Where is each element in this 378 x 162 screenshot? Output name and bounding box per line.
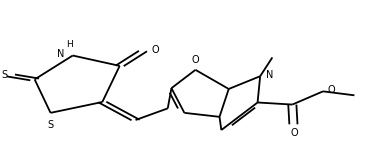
Text: S: S <box>2 70 8 80</box>
Text: H: H <box>66 40 73 49</box>
Text: N: N <box>57 49 64 59</box>
Text: S: S <box>48 120 54 130</box>
Text: O: O <box>327 85 335 95</box>
Text: N: N <box>266 70 273 80</box>
Text: O: O <box>151 45 159 55</box>
Text: O: O <box>291 128 298 138</box>
Text: O: O <box>192 55 199 65</box>
